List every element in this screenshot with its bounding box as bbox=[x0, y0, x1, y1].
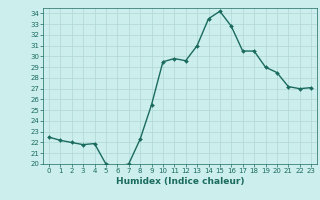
X-axis label: Humidex (Indice chaleur): Humidex (Indice chaleur) bbox=[116, 177, 244, 186]
